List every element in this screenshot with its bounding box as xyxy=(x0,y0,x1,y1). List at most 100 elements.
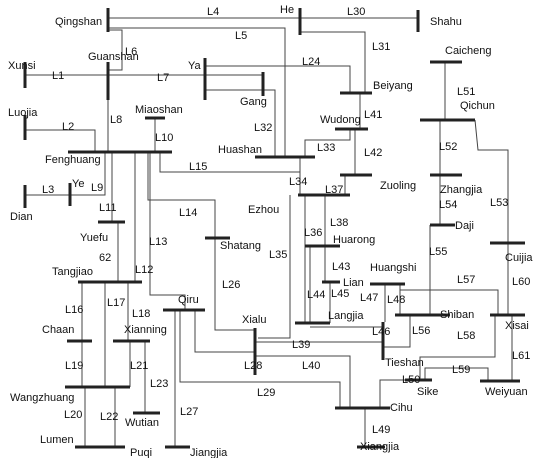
bus-label: Guanshan xyxy=(88,51,139,63)
line-label: L15 xyxy=(189,161,207,173)
line-label: 62 xyxy=(99,252,111,264)
transmission-line xyxy=(108,27,286,157)
bus-label: Shiban xyxy=(440,309,474,321)
bus-label: Shahu xyxy=(430,16,462,28)
bus-label: Lian xyxy=(343,277,364,289)
bus-label: Shatang xyxy=(220,240,261,252)
line-label: L19 xyxy=(65,360,83,372)
transmission-line xyxy=(108,29,123,71)
bus-label: Xianning xyxy=(124,324,167,336)
bus-label: Puqi xyxy=(130,447,152,458)
bus-label: Qiru xyxy=(178,294,199,306)
line-label: L4 xyxy=(207,6,219,18)
bus-label: Ezhou xyxy=(248,204,279,216)
line-label: L50 xyxy=(402,374,420,386)
bus-label: Caicheng xyxy=(445,45,491,57)
transmission-line xyxy=(255,355,351,408)
transmission-line xyxy=(379,379,410,408)
line-label: L48 xyxy=(387,294,405,306)
line-label: L39 xyxy=(292,339,310,351)
line-label: L28 xyxy=(244,360,262,372)
line-label: L22 xyxy=(100,411,118,423)
line-label: L6 xyxy=(125,46,137,58)
line-label: L11 xyxy=(99,202,117,214)
line-label: L5 xyxy=(235,30,247,42)
line-label: L9 xyxy=(91,182,103,194)
bus-label: Luojia xyxy=(8,107,38,119)
line-label: L60 xyxy=(512,276,530,288)
line-label: L56 xyxy=(412,325,430,337)
transmission-line xyxy=(149,152,186,310)
line-label: L34 xyxy=(289,176,307,188)
transmission-line xyxy=(300,31,366,93)
line-label: L20 xyxy=(64,409,82,421)
bus-label: Xialu xyxy=(242,314,266,326)
line-label: L21 xyxy=(130,360,148,372)
bus-label: Gang xyxy=(240,96,267,108)
line-label: L7 xyxy=(157,72,169,84)
line-label: L41 xyxy=(364,109,382,121)
bus-label: Xiangjia xyxy=(360,441,400,453)
line-label: L45 xyxy=(331,288,349,300)
line-label: L53 xyxy=(490,197,508,209)
bus-label: Huangshi xyxy=(370,262,416,274)
line-label: L51 xyxy=(457,86,475,98)
line-label: L49 xyxy=(372,424,390,436)
transmission-line xyxy=(70,152,106,196)
line-label: L59 xyxy=(452,364,470,376)
line-label: L40 xyxy=(302,360,320,372)
line-label: L16 xyxy=(65,304,83,316)
line-label: L12 xyxy=(135,264,153,276)
bus-label: Weiyuan xyxy=(485,386,528,398)
line-label: L35 xyxy=(269,249,287,261)
transmission-line xyxy=(214,238,255,331)
bus-label: Cihu xyxy=(390,402,413,414)
line-label: L58 xyxy=(457,330,475,342)
line-label: L24 xyxy=(302,56,320,68)
transmission-line xyxy=(25,129,96,152)
transmission-line xyxy=(304,129,351,157)
line-label: L14 xyxy=(179,207,197,219)
bus-label: Huarong xyxy=(333,234,375,246)
line-label: L54 xyxy=(439,199,457,211)
line-label: L10 xyxy=(155,132,173,144)
line-label: L52 xyxy=(439,141,457,153)
line-label: L32 xyxy=(254,122,272,134)
bus-label: Xisai xyxy=(505,320,529,332)
transmission-line xyxy=(424,367,489,381)
bus-label: Qingshan xyxy=(55,16,102,28)
bus-label: Zuoling xyxy=(380,180,416,192)
bus-label: Fenghuang xyxy=(45,154,101,166)
transmission-line xyxy=(179,310,341,408)
bus-label: Lumen xyxy=(40,434,74,446)
bus-label: Xunsi xyxy=(8,60,36,72)
bus-label: Cuijia xyxy=(505,252,533,264)
bus-label: Dian xyxy=(10,211,33,223)
line-label: L42 xyxy=(364,147,382,159)
bus-label: Ya xyxy=(188,60,202,72)
bus-label: Beiyang xyxy=(373,80,413,92)
line-label: L36 xyxy=(304,227,322,239)
transmission-line xyxy=(147,152,216,238)
bus-label: Yuefu xyxy=(80,232,108,244)
line-label: L57 xyxy=(457,274,475,286)
line-label: L17 xyxy=(107,297,125,309)
line-label: L23 xyxy=(150,378,168,390)
transmission-line xyxy=(383,315,411,348)
transmission-line xyxy=(205,65,351,93)
bus-label: Sike xyxy=(417,386,438,398)
bus-label: Huashan xyxy=(218,144,262,156)
bus-label: Chaan xyxy=(42,324,74,336)
bus-label: Qichun xyxy=(460,100,495,112)
line-label: L37 xyxy=(325,184,343,196)
line-label: L38 xyxy=(330,217,348,229)
line-label: L13 xyxy=(149,236,167,248)
bus-label: Langjia xyxy=(328,310,364,322)
line-label: L26 xyxy=(222,279,240,291)
line-label: L1 xyxy=(52,70,64,82)
transmission-line xyxy=(474,119,509,243)
line-label: L30 xyxy=(347,6,365,18)
line-label: L18 xyxy=(132,308,150,320)
line-label: L61 xyxy=(512,350,530,362)
